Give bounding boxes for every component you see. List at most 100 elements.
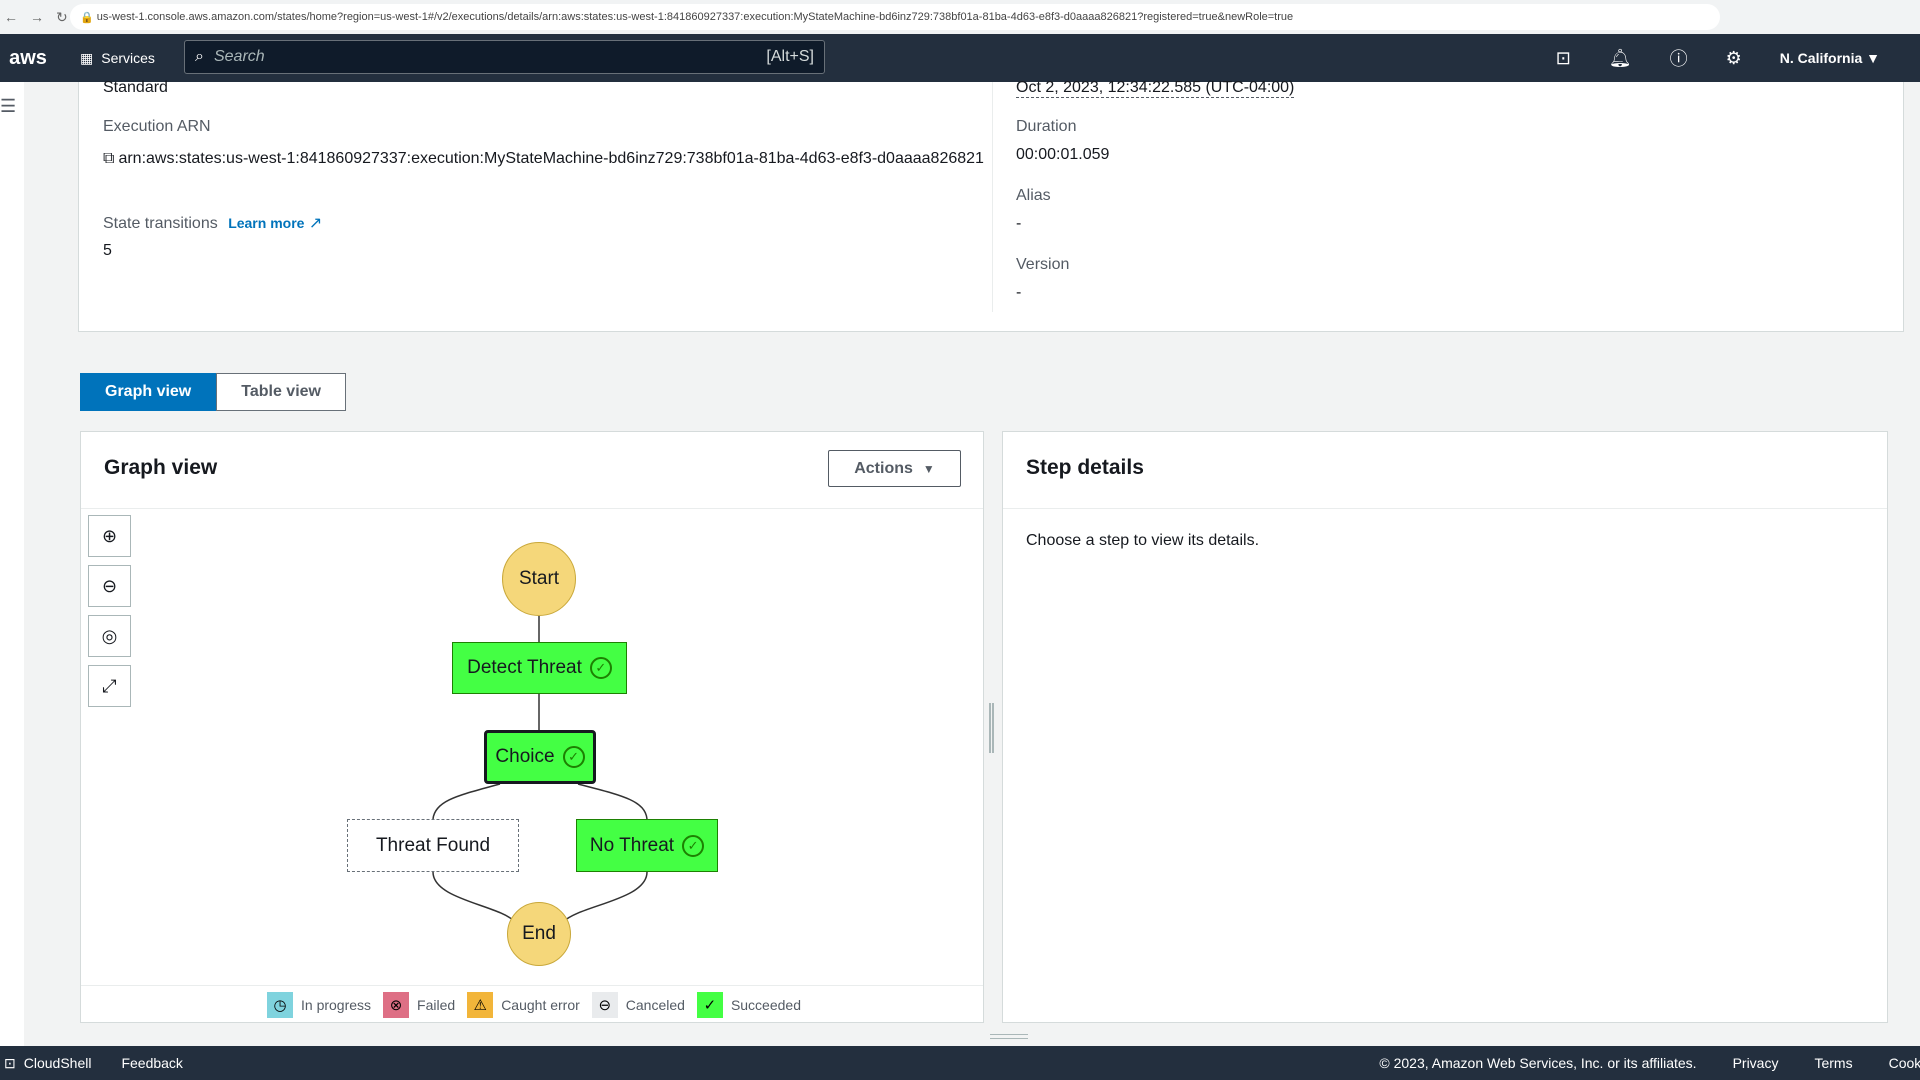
edge-choice-found bbox=[432, 783, 501, 820]
copyright: © 2023, Amazon Web Services, Inc. or its… bbox=[1379, 1055, 1697, 1071]
arn-label: Execution ARN bbox=[103, 118, 211, 135]
reload-icon[interactable]: ↻ bbox=[56, 8, 68, 25]
back-icon[interactable]: ← bbox=[4, 8, 18, 25]
footer: ⊡ CloudShell Feedback © 2023, Amazon Web… bbox=[0, 1046, 1920, 1080]
url-bar[interactable]: 🔒 us-west-1.console.aws.amazon.com/state… bbox=[70, 4, 1720, 30]
lock-icon: 🔒 bbox=[80, 11, 97, 24]
alias-label: Alias bbox=[1016, 187, 1051, 204]
arn-text: arn:aws:states:us-west-1:841860927337:ex… bbox=[118, 150, 984, 167]
browser-bar: ← → ↻ 🔒 us-west-1.console.aws.amazon.com/s… bbox=[0, 0, 1920, 34]
graph-title: Graph view bbox=[104, 456, 218, 479]
divider bbox=[81, 508, 983, 509]
step-details-empty: Choose a step to view its details. bbox=[1026, 532, 1260, 549]
aws-logo[interactable]: aws bbox=[9, 46, 47, 69]
success-icon: ✓ bbox=[589, 657, 612, 679]
step-details-panel: Step details Choose a step to view its d… bbox=[1002, 431, 1888, 1023]
zoom-out-icon: ⊖ bbox=[101, 575, 118, 596]
legend-caught-error: ⚠ Caught error bbox=[467, 992, 580, 1018]
legend-in-progress: ◷ In progress bbox=[267, 992, 371, 1018]
menu-icon[interactable]: ☰ bbox=[0, 96, 17, 116]
url-text: us-west-1.console.aws.amazon.com/states/… bbox=[96, 11, 1294, 23]
search-placeholder: Search bbox=[213, 48, 265, 65]
cloudshell-link[interactable]: CloudShell bbox=[23, 1055, 92, 1071]
legend-canceled: ⊖ Canceled bbox=[591, 992, 685, 1018]
node-label: Start bbox=[518, 568, 560, 589]
region-selector[interactable]: N. California ▼ bbox=[1779, 50, 1880, 66]
node-start[interactable]: Start bbox=[502, 542, 576, 616]
minus-circle-icon: ⊖ bbox=[591, 992, 618, 1018]
legend-label: Failed bbox=[417, 997, 456, 1013]
feedback-link[interactable]: Feedback bbox=[121, 1055, 183, 1071]
node-choice[interactable]: Choice ✓ bbox=[484, 730, 596, 784]
node-label: Choice bbox=[495, 746, 555, 767]
zoom-in-icon: ⊕ bbox=[101, 525, 118, 546]
step-details-title: Step details bbox=[1026, 456, 1144, 479]
services-menu[interactable]: ▦ Services bbox=[80, 50, 155, 67]
warning-icon: ⚠ bbox=[467, 992, 494, 1018]
end-time-value: Oct 2, 2023, 12:34:22.585 (UTC-04:00) bbox=[1016, 79, 1295, 98]
check-circle-icon: ✓ bbox=[696, 992, 723, 1018]
legend-label: Caught error bbox=[501, 997, 580, 1013]
version-label: Version bbox=[1016, 256, 1070, 273]
zoom-out-button[interactable]: ⊖ bbox=[88, 565, 131, 607]
fit-button[interactable]: ⤢ bbox=[88, 665, 131, 707]
target-icon: ◎ bbox=[101, 625, 118, 646]
clock-icon: ◷ bbox=[267, 992, 293, 1018]
legend: ◷ In progress ⊗ Failed ⚠ Caught error ⊖ Canc… bbox=[267, 992, 801, 1018]
transitions-value: 5 bbox=[103, 242, 112, 259]
copy-icon[interactable]: ⧉ bbox=[103, 150, 115, 167]
node-end[interactable]: End bbox=[507, 902, 571, 966]
divider bbox=[81, 985, 983, 986]
cloudshell-icon[interactable]: ⊡ bbox=[1555, 47, 1571, 68]
divider bbox=[992, 82, 993, 312]
node-detect-threat[interactable]: Detect Threat ✓ bbox=[452, 642, 627, 694]
version-value: - bbox=[1016, 284, 1022, 301]
node-no-threat[interactable]: No Threat ✓ bbox=[576, 819, 718, 872]
duration-value: 00:00:01.059 bbox=[1016, 146, 1110, 163]
center-button[interactable]: ◎ bbox=[88, 615, 131, 657]
zoom-in-button[interactable]: ⊕ bbox=[88, 515, 131, 557]
actions-label: Actions bbox=[854, 459, 913, 477]
node-threat-found[interactable]: Threat Found bbox=[347, 819, 519, 872]
execution-details-card: Standard Execution ARN ⧉ arn:aws:states:u… bbox=[78, 79, 1904, 332]
duration-label: Duration bbox=[1016, 118, 1077, 135]
bottom-drag-handle[interactable] bbox=[990, 1034, 1028, 1039]
type-value: Standard bbox=[103, 79, 168, 96]
services-label: Services bbox=[101, 50, 155, 66]
search-shortcut: [Alt+S] bbox=[766, 48, 814, 65]
forward-icon[interactable]: → bbox=[30, 8, 44, 25]
x-circle-icon: ⊗ bbox=[383, 992, 410, 1018]
sidebar: ☰ bbox=[0, 82, 24, 1046]
alias-value: - bbox=[1016, 215, 1022, 232]
search-input[interactable]: ⌕ Search [Alt+S] bbox=[184, 40, 825, 74]
transitions-label-text: State transitions bbox=[103, 215, 218, 232]
legend-label: In progress bbox=[301, 997, 372, 1013]
node-label: End bbox=[522, 923, 556, 944]
caret-down-icon: ▼ bbox=[922, 461, 935, 476]
success-icon: ✓ bbox=[562, 746, 585, 768]
actions-button[interactable]: Actions ▼ bbox=[828, 450, 961, 487]
external-link-icon[interactable]: ↗ bbox=[308, 215, 323, 232]
edge-choice-nothreat bbox=[577, 783, 648, 820]
node-label: No Threat bbox=[589, 834, 675, 856]
help-icon[interactable]: ⓘ bbox=[1669, 49, 1688, 69]
node-label: Detect Threat bbox=[467, 657, 582, 678]
legend-label: Succeeded bbox=[730, 997, 801, 1013]
bell-icon[interactable]: 🔔︎ bbox=[1608, 47, 1632, 68]
arn-value: ⧉ arn:aws:states:us-west-1:841860927337:e… bbox=[103, 146, 1023, 172]
transitions-label: State transitions Learn more ↗ bbox=[103, 213, 322, 233]
cookie-link[interactable]: Cookie preferences bbox=[1888, 1055, 1920, 1071]
privacy-link[interactable]: Privacy bbox=[1732, 1055, 1779, 1071]
cloudshell-icon[interactable]: ⊡ bbox=[4, 1054, 16, 1071]
learn-more-link[interactable]: Learn more bbox=[228, 215, 305, 231]
tab-graph-view[interactable]: Graph view bbox=[80, 373, 217, 411]
search-icon: ⌕ bbox=[195, 48, 204, 65]
gear-icon[interactable]: ⚙ bbox=[1725, 47, 1742, 68]
tab-table-view[interactable]: Table view bbox=[216, 373, 346, 411]
grid-icon: ▦ bbox=[80, 49, 94, 66]
resize-handle[interactable] bbox=[989, 703, 994, 753]
terms-link[interactable]: Terms bbox=[1814, 1055, 1853, 1071]
expand-icon: ⤢ bbox=[102, 675, 117, 696]
success-icon: ✓ bbox=[682, 834, 705, 857]
